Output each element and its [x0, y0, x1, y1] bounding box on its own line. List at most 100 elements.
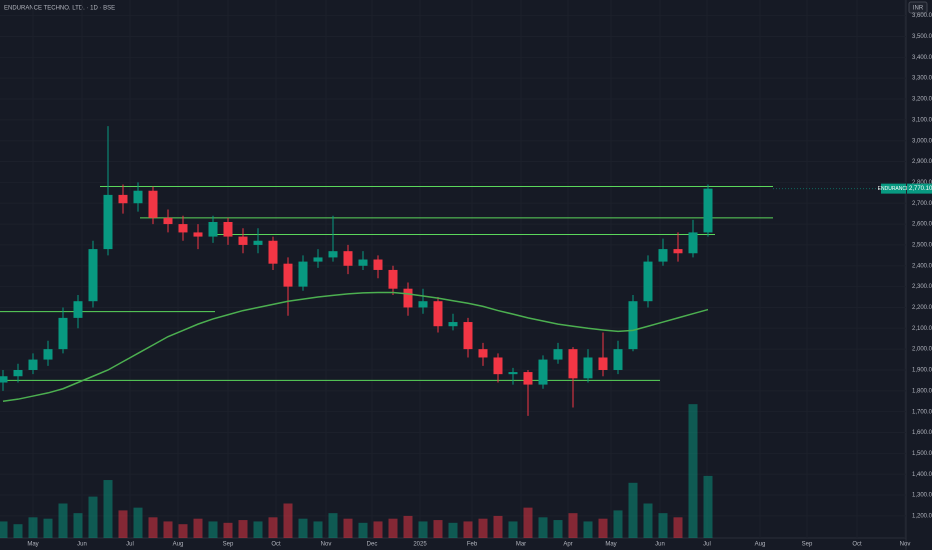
volume-bar	[508, 521, 518, 538]
candle-body	[268, 240, 278, 264]
x-tick-label: May	[27, 542, 38, 548]
candle-body	[463, 322, 473, 350]
x-tick-label: Mar	[516, 542, 526, 548]
y-tick-label: 2,700.00	[912, 201, 932, 207]
candle-body	[28, 359, 38, 370]
candle-body	[148, 190, 158, 218]
y-tick-label: 1,600.00	[912, 430, 932, 436]
x-tick-label: Jul	[126, 542, 134, 548]
moving-average	[2, 291, 709, 403]
volume-bar	[208, 521, 218, 538]
symbol-badge	[881, 183, 906, 194]
candle-body	[523, 372, 533, 385]
candle-body	[88, 249, 98, 302]
y-tick-label: 2,900.00	[912, 159, 932, 165]
y-tick-label: 2,100.00	[912, 326, 932, 332]
candle-body	[688, 232, 698, 254]
candle-body	[73, 301, 83, 318]
last-price-label: 2,770.10	[909, 186, 932, 192]
volume-bar	[253, 521, 263, 538]
volume-bar	[688, 404, 698, 538]
volume-bar	[463, 521, 473, 538]
candle-body	[448, 322, 458, 327]
candle-body	[118, 194, 128, 204]
candle-body	[283, 263, 293, 287]
volume-bar	[478, 518, 488, 538]
candle-body	[0, 376, 8, 383]
y-tick-label: 2,800.00	[912, 180, 932, 186]
volume-bar	[613, 510, 623, 538]
y-tick-label: 1,200.00	[912, 513, 932, 519]
candle-body	[553, 349, 563, 360]
candle-body	[673, 249, 683, 254]
chart-title: ENDURANCE TECHNO. LTD. · 1D · BSE	[4, 6, 115, 12]
volume-bar	[28, 517, 38, 538]
x-tick-label: Jun	[77, 542, 87, 548]
candle-body	[298, 261, 308, 287]
volume-bar	[13, 524, 23, 538]
candle-body	[208, 221, 218, 237]
x-tick-label: Aug	[755, 542, 766, 548]
candle-body	[628, 301, 638, 350]
volume-bar	[493, 515, 503, 538]
candle-body	[343, 251, 353, 266]
y-tick-label: 3,000.00	[912, 138, 932, 144]
x-tick-label: Sep	[802, 542, 813, 548]
candle-body	[13, 369, 23, 377]
candle-body	[373, 259, 383, 270]
volume-bar	[238, 520, 248, 538]
volume-bar	[703, 475, 713, 538]
volume-bar	[133, 507, 143, 538]
volume-bar	[658, 513, 668, 538]
volume-bar	[163, 521, 173, 538]
volume-bar	[523, 507, 533, 538]
x-tick-label: Dec	[367, 542, 378, 548]
volume-bar	[448, 522, 458, 538]
candle-body	[223, 221, 233, 237]
volume-bar	[118, 510, 128, 538]
volume-bar	[88, 496, 98, 538]
y-tick-label: 1,300.00	[912, 493, 932, 499]
volume-bar	[418, 521, 428, 538]
candle-body	[388, 269, 398, 289]
x-tick-label: Jun	[655, 542, 665, 548]
candle-body	[313, 257, 323, 262]
candle-body	[238, 236, 248, 245]
x-tick-label: Nov	[900, 542, 911, 548]
y-tick-label: 3,600.00	[912, 13, 932, 19]
volume-bar	[58, 503, 68, 538]
currency-label[interactable]: INR	[913, 6, 924, 12]
x-tick-label: Oct	[852, 542, 862, 548]
volume-bar	[103, 480, 113, 538]
candle-body	[178, 224, 188, 233]
currency-button[interactable]	[908, 1, 928, 14]
candle-body	[703, 188, 713, 233]
volume-bar	[673, 517, 683, 538]
volume-bar	[178, 524, 188, 538]
x-tick-label: May	[605, 542, 616, 548]
y-tick-label: 2,500.00	[912, 243, 932, 249]
y-tick-label: 3,100.00	[912, 117, 932, 123]
x-tick-label: Sep	[223, 542, 234, 548]
volume-bar	[568, 513, 578, 538]
candle-body	[358, 259, 368, 266]
y-tick-label: 2,300.00	[912, 284, 932, 290]
x-tick-label: Nov	[321, 542, 332, 548]
volume-bar	[343, 518, 353, 538]
volume-bar	[43, 518, 53, 538]
volume-bar	[403, 515, 413, 538]
volume-bar	[148, 517, 158, 538]
candle-body	[43, 349, 53, 360]
candle-body	[418, 301, 428, 308]
volume-bar	[373, 521, 383, 538]
candle-body	[568, 349, 578, 379]
x-tick-label: Feb	[467, 542, 478, 548]
volume-bar	[193, 518, 203, 538]
volume-bar	[298, 518, 308, 538]
volume-bar	[598, 518, 608, 538]
x-tick-label: Apr	[563, 542, 572, 548]
candle-body	[613, 349, 623, 370]
y-tick-label: 3,200.00	[912, 97, 932, 103]
volume-bar	[73, 513, 83, 538]
